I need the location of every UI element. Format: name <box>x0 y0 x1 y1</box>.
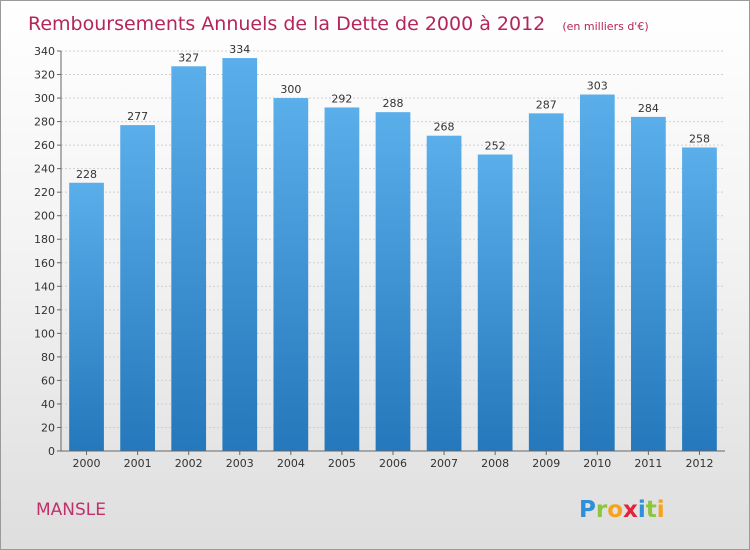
bar-2004 <box>273 98 309 451</box>
y-tick-label: 240 <box>34 163 55 176</box>
commune-name: MANSLE <box>36 500 106 520</box>
value-label-2000: 228 <box>76 168 97 181</box>
bar-2009 <box>528 113 564 452</box>
bar-2001 <box>120 125 155 451</box>
x-tick-label-2007: 2007 <box>430 457 458 470</box>
value-label-2008: 252 <box>485 140 506 153</box>
proxiti-logo: Proxiti <box>579 497 665 523</box>
logo-letter: i <box>638 497 646 523</box>
x-tick-label-2009: 2009 <box>532 457 560 470</box>
y-tick-label: 320 <box>34 69 55 82</box>
bar-2005 <box>324 107 360 452</box>
x-tick-label-2011: 2011 <box>634 457 662 470</box>
x-tick-label-2003: 2003 <box>226 457 254 470</box>
logo-letter: r <box>596 497 608 523</box>
y-tick-label: 80 <box>41 351 55 364</box>
x-tick-label-2004: 2004 <box>277 457 305 470</box>
bar-2012 <box>682 147 717 451</box>
y-tick-label: 220 <box>34 186 55 199</box>
y-tick-label: 300 <box>34 92 55 105</box>
x-tick-label-2012: 2012 <box>685 457 713 470</box>
x-tick-label-2008: 2008 <box>481 457 509 470</box>
y-tick-label: 260 <box>34 139 55 152</box>
y-tick-label: 140 <box>34 280 55 293</box>
unit-note: (en milliers d'€) <box>562 20 648 33</box>
y-tick-label: 120 <box>34 304 55 317</box>
logo-letter: P <box>579 497 596 523</box>
bar-2007 <box>426 135 462 452</box>
bar-2003 <box>222 58 258 451</box>
y-tick-label: 200 <box>34 210 55 223</box>
y-tick-label: 20 <box>41 421 55 434</box>
y-tick-label: 60 <box>41 374 55 387</box>
chart-title-text: Remboursements Annuels de la Dette de 20… <box>28 13 545 35</box>
x-tick-label-2001: 2001 <box>124 457 152 470</box>
y-tick-label: 340 <box>34 45 55 58</box>
bar-2011 <box>631 116 666 451</box>
bar-2002 <box>171 66 207 451</box>
x-tick-label-2002: 2002 <box>175 457 203 470</box>
x-tick-label-2010: 2010 <box>583 457 611 470</box>
logo-letter: i <box>657 497 665 523</box>
value-label-2011: 284 <box>638 102 659 115</box>
logo-letter: o <box>607 497 623 523</box>
value-label-2001: 277 <box>127 110 148 123</box>
bar-2006 <box>375 112 411 452</box>
bar-2010 <box>579 94 615 451</box>
bar-2008 <box>477 154 513 451</box>
value-label-2006: 288 <box>383 97 404 110</box>
bar-2000 <box>69 182 104 451</box>
logo-letter: t <box>646 497 657 523</box>
x-tick-label-2005: 2005 <box>328 457 356 470</box>
x-tick-label-2006: 2006 <box>379 457 407 470</box>
y-tick-label: 180 <box>34 233 55 246</box>
value-label-2010: 303 <box>587 80 608 93</box>
y-tick-label: 40 <box>41 398 55 411</box>
value-label-2012: 258 <box>689 132 710 145</box>
value-label-2002: 327 <box>178 51 199 64</box>
y-tick-label: 160 <box>34 257 55 270</box>
value-label-2003: 334 <box>229 43 250 56</box>
y-tick-label: 0 <box>48 445 55 458</box>
y-tick-label: 280 <box>34 116 55 129</box>
value-label-2009: 287 <box>536 98 557 111</box>
y-tick-label: 100 <box>34 327 55 340</box>
bars: 228 277 327 334 300 292 288 268 252 287 303 284 258 <box>69 43 717 452</box>
value-label-2004: 300 <box>280 83 301 96</box>
value-label-2007: 268 <box>434 121 455 134</box>
value-label-2005: 292 <box>331 92 352 105</box>
chart-title: Remboursements Annuels de la Dette de 20… <box>28 13 649 35</box>
logo-letter: x <box>623 497 638 523</box>
x-tick-label-2000: 2000 <box>73 457 101 470</box>
axes: 0 20 40 60 80 100 120 140 160 180 200 220 240 260 280 3… <box>34 45 725 470</box>
